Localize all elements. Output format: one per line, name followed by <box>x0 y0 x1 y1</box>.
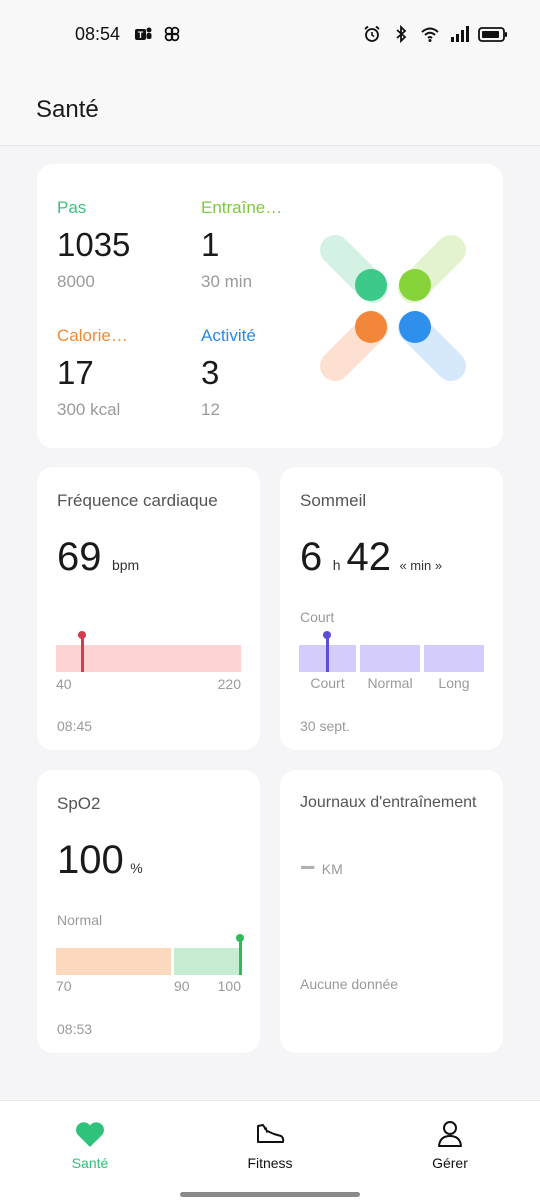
spo2-status: Normal <box>57 912 103 928</box>
spo2-range-low <box>56 948 171 975</box>
steps-label: Pas <box>57 198 87 217</box>
spo2-title: SpO2 <box>57 794 101 813</box>
sleep-date: 30 sept. <box>300 718 350 734</box>
heart-rate-unit: bpm <box>111 557 140 573</box>
heart-rate-range-bar <box>56 645 241 672</box>
spo2-scale-min: 70 <box>56 978 72 994</box>
heart-rate-reading: 69 bpm <box>57 535 139 580</box>
nav-tab-fitness[interactable]: Fitness <box>210 1117 330 1171</box>
activity-rings-logo <box>320 235 466 381</box>
teams-icon: T <box>135 27 152 40</box>
heart-rate-marker-line <box>81 635 84 672</box>
training-goal: 30 min <box>201 272 253 291</box>
status-app-icons: T <box>133 24 182 44</box>
sleep-reading: 6 h 42 « min » <box>300 535 442 580</box>
app-header: Santé <box>0 70 540 146</box>
nav-label-manage: Gérer <box>432 1155 468 1171</box>
spo2-value: 100 <box>57 838 124 882</box>
status-bar: 08:54 T <box>0 0 540 70</box>
spo2-card[interactable]: SpO2 100 % Normal 70 90 100 08:53 <box>37 770 260 1053</box>
status-time: 08:54 <box>75 24 121 44</box>
sleep-range-normal <box>360 645 420 672</box>
signal-icon <box>451 26 469 42</box>
nav-tab-manage[interactable]: Gérer <box>390 1117 510 1171</box>
alarm-icon <box>364 25 380 42</box>
bottom-navigation: Santé Fitness Gérer <box>0 1100 540 1200</box>
steps-stat[interactable]: Pas 1035 8000 <box>57 198 197 292</box>
sleep-title: Sommeil <box>300 491 367 510</box>
spo2-time: 08:53 <box>57 1021 93 1037</box>
activity-value: 3 <box>201 354 220 391</box>
nav-label-health: Santé <box>71 1155 109 1171</box>
heart-rate-title: Fréquence cardiaque <box>57 491 218 510</box>
bluetooth-icon <box>396 24 407 44</box>
shoe-icon <box>257 1124 285 1143</box>
sleep-marker-dot <box>323 631 331 639</box>
calories-label: Calorie… <box>57 326 128 345</box>
training-journal-value: -- <box>300 850 315 880</box>
person-icon <box>438 1121 462 1147</box>
training-stat[interactable]: Entraîne… 1 30 min <box>201 198 341 292</box>
sleep-hours-unit: h <box>332 557 341 573</box>
training-journal-card[interactable]: Journaux d'entraînement -- KM Aucune don… <box>280 770 503 1053</box>
pinwheel-icon <box>164 26 180 42</box>
spo2-marker-line <box>239 938 242 975</box>
sleep-marker-line <box>326 635 329 672</box>
training-journal-empty: Aucune donnée <box>300 976 399 992</box>
training-value: 1 <box>201 226 220 263</box>
status-right-icons <box>362 24 508 44</box>
spo2-scale-mid: 90 <box>174 978 190 994</box>
spo2-reading: 100 % <box>57 838 143 883</box>
steps-goal: 8000 <box>57 272 95 291</box>
sleep-range-label-normal: Normal <box>367 675 413 691</box>
calories-value: 17 <box>57 354 94 391</box>
spo2-unit: % <box>130 860 143 876</box>
steps-value: 1035 <box>57 226 131 263</box>
sleep-card[interactable]: Sommeil 6 h 42 « min » Court Court Normal… <box>280 467 503 750</box>
sleep-minutes: 42 <box>346 535 392 579</box>
heart-rate-time: 08:45 <box>57 718 93 734</box>
sleep-range-label-long: Long <box>438 675 470 691</box>
spo2-marker-dot <box>236 934 244 942</box>
home-indicator[interactable] <box>180 1192 360 1197</box>
heart-rate-scale-max: 220 <box>217 676 241 692</box>
sleep-hours: 6 <box>300 535 323 579</box>
sleep-minutes-unit: « min » <box>399 558 443 573</box>
heart-icon <box>76 1122 104 1147</box>
activity-stat[interactable]: Activité 3 12 <box>201 326 341 420</box>
heart-rate-scale-min: 40 <box>56 676 72 692</box>
nav-tab-health[interactable]: Santé <box>30 1117 150 1171</box>
svg-text:T: T <box>138 30 144 40</box>
activity-goal: 12 <box>201 400 220 419</box>
training-label: Entraîne… <box>201 198 283 217</box>
training-journal-unit: KM <box>321 861 343 877</box>
wifi-icon <box>421 27 439 42</box>
activity-summary-card[interactable]: Pas 1035 8000 Entraîne… 1 30 min Calorie… <box>37 164 503 448</box>
heart-rate-value: 69 <box>57 535 102 579</box>
sleep-range-label-short: Court <box>310 675 345 691</box>
nav-label-fitness: Fitness <box>247 1155 293 1171</box>
spo2-range-normal <box>174 948 241 975</box>
heart-rate-marker-dot <box>78 631 86 639</box>
spo2-scale-max: 100 <box>217 978 241 994</box>
sleep-status: Court <box>300 609 335 625</box>
training-journal-reading: -- KM <box>300 850 343 881</box>
battery-icon <box>478 27 507 42</box>
heart-rate-card[interactable]: Fréquence cardiaque 69 bpm 40 220 08:45 <box>37 467 260 750</box>
calories-goal: 300 kcal <box>57 400 121 419</box>
training-journal-title: Journaux d'entraînement <box>300 794 477 811</box>
activity-label: Activité <box>201 326 256 345</box>
calories-stat[interactable]: Calorie… 17 300 kcal <box>57 326 197 420</box>
sleep-range-long <box>424 645 484 672</box>
page-title: Santé <box>36 96 99 123</box>
